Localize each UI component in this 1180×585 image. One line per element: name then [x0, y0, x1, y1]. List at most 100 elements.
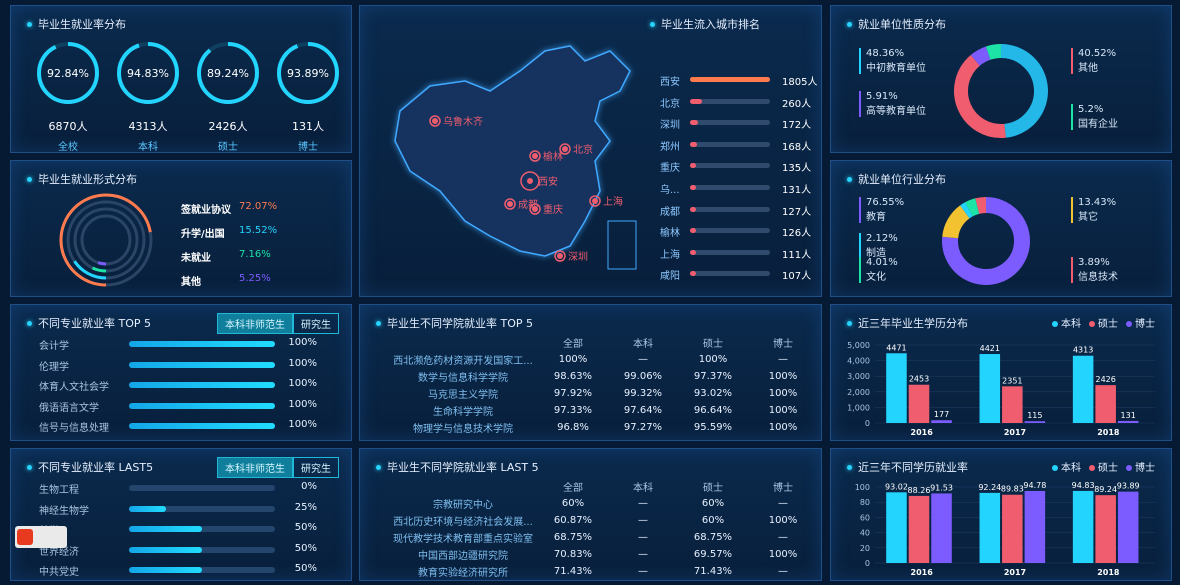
- tab-graduate[interactable]: 研究生: [293, 313, 339, 334]
- legend-undergrad: 本科: [1052, 459, 1081, 474]
- major-name: 伦理学: [39, 361, 69, 373]
- major-bar-track: [129, 361, 275, 368]
- legend-master: 硕士: [1089, 459, 1118, 474]
- table-cell: 99.06%: [623, 371, 663, 382]
- map-city-label: 重庆: [543, 203, 563, 216]
- city-bar-track: [690, 98, 770, 104]
- bar: [1024, 421, 1046, 423]
- ring-fill: [197, 42, 259, 104]
- form-legend-item: 未就业 7.16%: [181, 249, 277, 273]
- panel-title: 毕业生就业率分布: [27, 16, 126, 32]
- table-cell: 97.64%: [623, 405, 663, 416]
- form-legend: 签就业协议 72.07% 升学/出国 15.52% 未就业 7.16% 其他 5.25%: [181, 201, 277, 297]
- table-cell: 96.64%: [693, 405, 733, 416]
- y-tick-label: 4,000: [847, 357, 870, 366]
- table-cell: 数学与信息科学学院: [418, 373, 508, 384]
- bar: [886, 492, 907, 563]
- rate-ring: 94.83%: [117, 42, 179, 104]
- y-tick-label: 60: [860, 513, 870, 522]
- table-header-cell: 全部: [563, 338, 583, 350]
- major-value: 100%: [288, 398, 317, 410]
- rate-label: 全校: [58, 142, 78, 153]
- donut-slice: [975, 197, 987, 214]
- title-dot-icon: [27, 464, 32, 470]
- bar-value-label: 94.78: [1023, 481, 1046, 490]
- y-tick-label: 40: [860, 529, 870, 538]
- bar: [1117, 491, 1139, 563]
- form-ring-track: [80, 214, 132, 266]
- y-tick-label: 80: [860, 498, 870, 507]
- city-name: 咸阳: [660, 271, 680, 283]
- form-ring-fill: [59, 193, 153, 287]
- title-dot-icon: [847, 464, 852, 470]
- city-row: 成都 127人: [660, 201, 820, 223]
- x-tick-label: 2017: [1004, 568, 1026, 577]
- table-cell: 教育实验经济研究所: [418, 568, 508, 579]
- y-tick-label: 5,000: [847, 341, 870, 350]
- x-tick-label: 2016: [911, 568, 934, 577]
- bar: [1095, 385, 1116, 423]
- city-name: 成都: [660, 206, 680, 218]
- major-value: 50%: [294, 522, 317, 533]
- tab-graduate[interactable]: 研究生: [293, 457, 339, 478]
- bar-value-label: 2453: [909, 375, 929, 384]
- table-cell: 99.32%: [623, 388, 663, 399]
- major-name: 会计学: [39, 341, 69, 352]
- bar-value-label: 4471: [886, 343, 906, 352]
- city-name: 上海: [660, 249, 680, 261]
- major-bar-fill: [129, 505, 166, 512]
- chart-legend: 本科 硕士 博士: [1052, 315, 1155, 330]
- form-label: 签就业协议: [181, 205, 231, 216]
- city-value: 135人: [782, 163, 812, 175]
- table-header-cell: 硕士: [703, 482, 723, 494]
- city-row: 榆林 126人: [660, 222, 820, 244]
- major-value: 0%: [301, 481, 317, 492]
- tab-undergrad[interactable]: 本科非师范生: [217, 313, 293, 334]
- panel-title: 毕业生不同学院就业率 LAST 5: [376, 459, 539, 475]
- college-last5-table: 全部 本科 硕士 博士 宗教研究中心 60% — 60% — 西北历史环境与经济社会发展... 60…: [388, 477, 803, 580]
- major-value: 50%: [294, 563, 317, 574]
- donut-slice: [942, 205, 970, 239]
- city-bar-fill: [690, 271, 697, 277]
- city-row: 北京 260人: [660, 93, 820, 115]
- map-point: [532, 153, 538, 159]
- city-bar-track: [690, 120, 770, 126]
- table-cell: 宗教研究中心: [433, 500, 493, 511]
- city-row: 郑州 168人: [660, 136, 820, 158]
- ring-fill: [277, 42, 339, 104]
- table-cell: 中国西部边疆研究院: [418, 551, 508, 562]
- tab-undergrad[interactable]: 本科非师范生: [217, 457, 293, 478]
- table-cell: 68.75%: [553, 532, 593, 543]
- table-cell: —: [638, 354, 648, 365]
- city-row: 深圳 172人: [660, 114, 820, 136]
- table-cell: —: [638, 532, 648, 543]
- city-bar-track: [690, 228, 770, 234]
- major-row: 美学50%: [29, 522, 335, 538]
- city-bar-fill: [690, 184, 697, 190]
- rate-item: 94.83% 4313人 本科: [111, 38, 185, 153]
- city-bar-track: [690, 77, 770, 82]
- input-method-icon[interactable]: [15, 526, 67, 548]
- table-cell: —: [638, 566, 648, 577]
- form-label: 其他: [181, 277, 201, 288]
- panel-title: 毕业生就业形式分布: [27, 171, 137, 187]
- rate-count: 2426人: [208, 120, 248, 133]
- bar: [931, 493, 952, 563]
- panel-title: 就业单位行业分布: [847, 171, 946, 187]
- table-row: 教育实验经济研究所 71.43% — 71.43% —: [388, 563, 803, 580]
- top5-tabs: 本科非师范生 研究生: [217, 313, 339, 334]
- bar-value-label: 93.89: [1117, 482, 1140, 491]
- city-bar-track: [690, 206, 770, 212]
- table-cell: 60%: [561, 498, 585, 509]
- major-row: 信号与信息处理 100%: [29, 419, 335, 435]
- x-tick-label: 2016: [911, 428, 934, 437]
- bar: [979, 492, 1001, 563]
- y-tick-label: 0: [865, 559, 870, 568]
- city-row: 西安 1805人: [660, 71, 820, 93]
- bar-value-label: 2426: [1095, 375, 1115, 384]
- edu-distribution-chart: 5,0004,0003,0002,0001,000044712453177201…: [847, 341, 1155, 437]
- rate-item: 89.24% 2426人 硕士: [191, 38, 265, 153]
- form-value: 72.07%: [239, 201, 278, 212]
- city-bar-fill: [690, 141, 698, 147]
- bar-value-label: 4313: [1073, 346, 1093, 355]
